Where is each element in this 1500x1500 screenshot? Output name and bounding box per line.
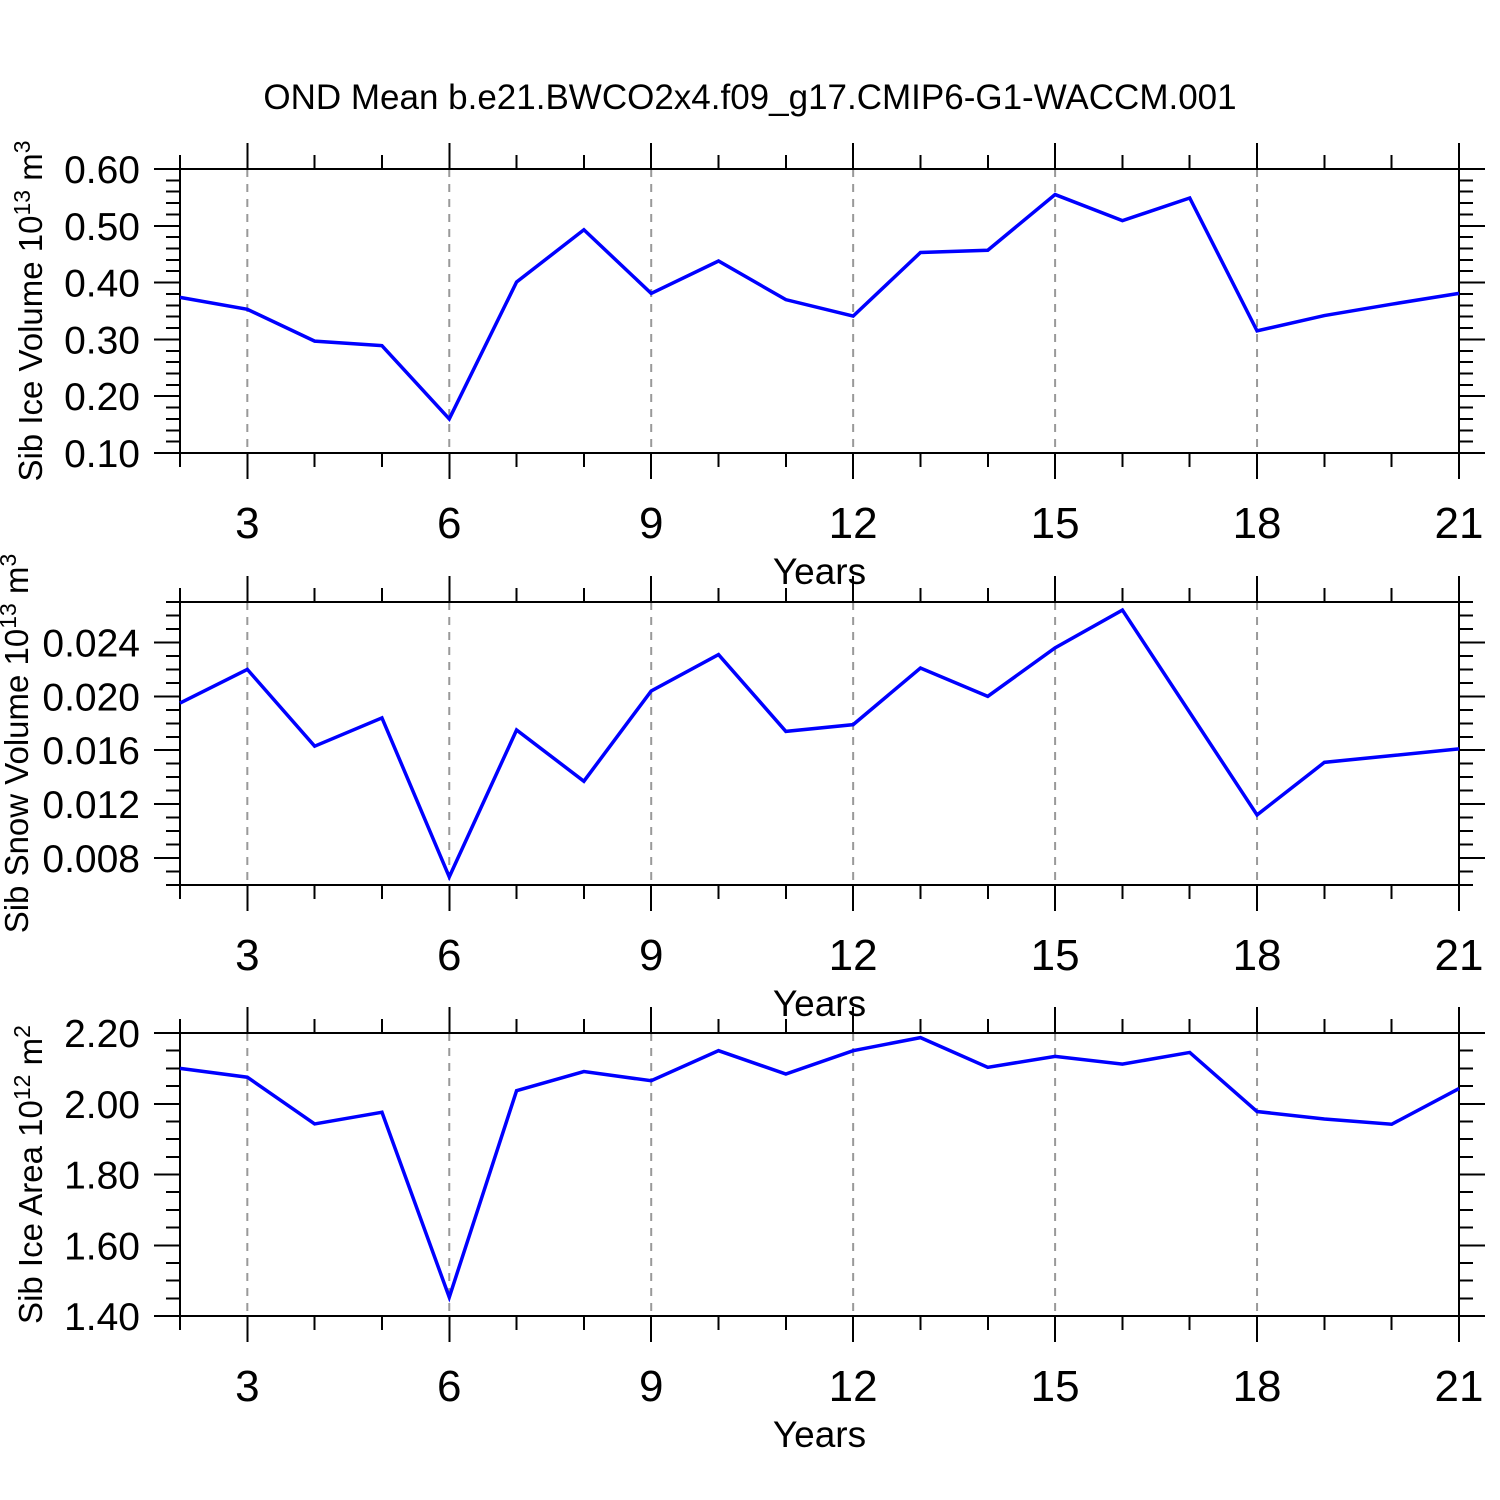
y-tick-label: 0.60 bbox=[64, 149, 140, 192]
y-tick-label: 0.024 bbox=[42, 622, 140, 665]
x-tick-label: 18 bbox=[1233, 931, 1282, 980]
sib-ice-area-line bbox=[179, 1035, 1460, 1303]
y-tick-label: 0.008 bbox=[42, 838, 140, 881]
y-tick-label: 0.020 bbox=[42, 676, 140, 719]
panel-sib-snow-volume: 3 6 9 12 15 18 21 0.008 0.012 0.016 0.020 0.024 Year… bbox=[0, 554, 1485, 1024]
x-tick-label: 18 bbox=[1233, 499, 1282, 548]
panel-sib-ice-area: 3 6 9 12 15 18 21 1.40 1.60 1.80 2.00 2.20 Years Sib … bbox=[9, 1007, 1485, 1455]
x-tick-label: 6 bbox=[437, 931, 461, 980]
x-tick-label: 15 bbox=[1031, 1362, 1080, 1411]
x-tick-label: 12 bbox=[829, 1362, 878, 1411]
y-axis-label: Sib Ice Volume 1013 m3 bbox=[9, 140, 49, 481]
x-tick-label: 6 bbox=[437, 499, 461, 548]
x-tick-label: 21 bbox=[1435, 1362, 1484, 1411]
x-tick-label: 6 bbox=[437, 1362, 461, 1411]
x-axis-label: Years bbox=[773, 1414, 866, 1455]
y-tick-label: 1.80 bbox=[64, 1155, 140, 1198]
y-tick-label: 0.20 bbox=[64, 376, 140, 419]
y-tick-label: 0.50 bbox=[64, 206, 140, 249]
x-tick-label: 9 bbox=[639, 1362, 663, 1411]
y-tick-label: 2.00 bbox=[64, 1084, 140, 1127]
y-axis-label: Sib Ice Area 1012 m2 bbox=[9, 1025, 49, 1324]
x-tick-label: 18 bbox=[1233, 1362, 1282, 1411]
x-axis-label: Years bbox=[773, 551, 866, 592]
panel-sib-ice-volume: 3 6 9 12 15 18 21 0.10 0.20 0.30 0.40 0.50 0.60 Years… bbox=[9, 140, 1485, 592]
plot-frame bbox=[178, 1031, 1461, 1318]
y-tick-label: 0.40 bbox=[64, 263, 140, 306]
sib-snow-volume-line bbox=[179, 607, 1460, 882]
y-tick-label: 0.10 bbox=[64, 433, 140, 476]
x-tick-label: 21 bbox=[1435, 499, 1484, 548]
x-tick-label: 3 bbox=[235, 499, 259, 548]
x-tick-label: 15 bbox=[1031, 931, 1080, 980]
plot-frame bbox=[178, 167, 1461, 455]
y-tick-label: 0.012 bbox=[42, 784, 140, 827]
page-title: OND Mean b.e21.BWCO2x4.f09_g17.CMIP6-G1-… bbox=[263, 78, 1237, 117]
y-tick-label: 0.30 bbox=[64, 319, 140, 362]
x-tick-label: 9 bbox=[639, 931, 663, 980]
y-tick-label: 2.20 bbox=[64, 1013, 140, 1056]
y-axis-label: Sib Snow Volume 1013 m3 bbox=[0, 554, 35, 934]
y-tick-label: 1.40 bbox=[64, 1296, 140, 1339]
x-tick-label: 12 bbox=[829, 931, 878, 980]
x-tick-label: 15 bbox=[1031, 499, 1080, 548]
x-tick-label: 3 bbox=[235, 931, 259, 980]
x-tick-label: 12 bbox=[829, 499, 878, 548]
x-tick-label: 9 bbox=[639, 499, 663, 548]
x-tick-label: 21 bbox=[1435, 931, 1484, 980]
sib-ice-volume-line bbox=[179, 192, 1460, 422]
x-axis-label: Years bbox=[773, 983, 866, 1024]
y-tick-label: 1.60 bbox=[64, 1225, 140, 1268]
x-tick-label: 3 bbox=[235, 1362, 259, 1411]
plot-frame bbox=[178, 600, 1461, 887]
y-tick-label: 0.016 bbox=[42, 730, 140, 773]
